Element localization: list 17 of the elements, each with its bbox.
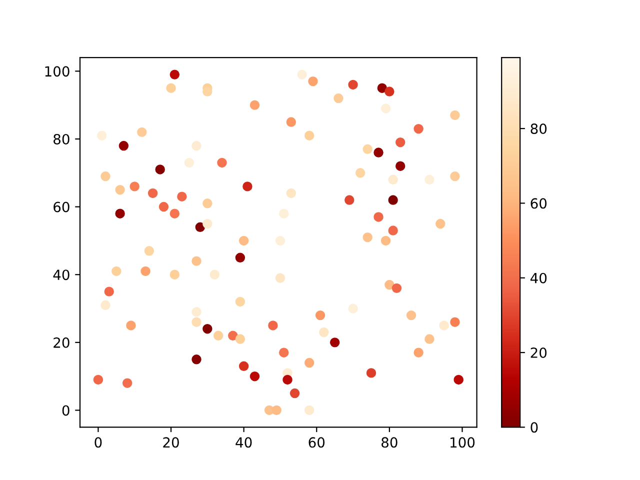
x-tick-label: 40 [236,437,252,448]
x-tick-label: 80 [382,437,398,448]
color-bar-label: 0 [530,422,538,433]
y-tick-label: 60 [54,202,70,212]
y-tick-label: 20 [54,337,70,348]
y-tick-label: 80 [54,134,70,144]
color-bar-label: 40 [530,272,547,284]
color-bar-label: 60 [530,198,547,209]
y-tick-label: 0 [62,405,70,416]
y-tick-label: 100 [45,66,70,77]
x-tick-label: 20 [163,437,179,448]
x-tick-label: 60 [308,437,325,448]
y-tick-label: 40 [53,270,70,280]
color-bar-label: 20 [530,348,547,358]
color-bar-label: 80 [530,124,547,134]
x-tick-label: 0 [94,437,102,448]
x-tick-label: 100 [450,437,475,448]
